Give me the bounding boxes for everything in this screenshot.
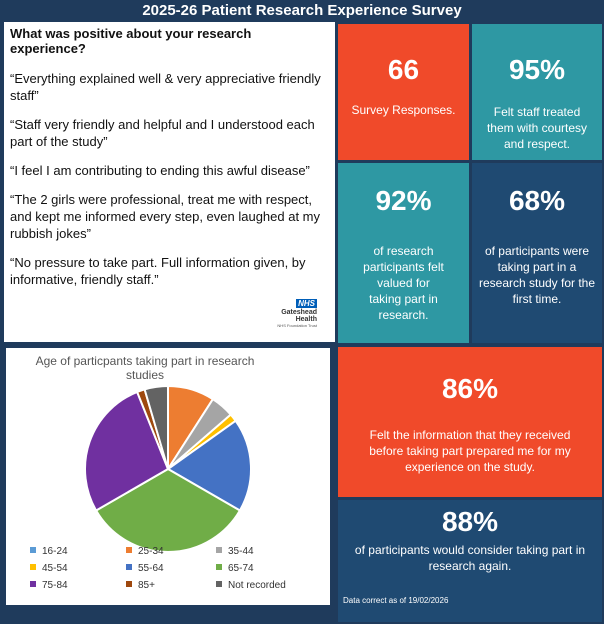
legend-swatch	[30, 547, 36, 553]
quote: “I feel I am contributing to ending this…	[10, 163, 310, 178]
pie-slice-55-64	[166, 419, 252, 512]
legend-item: 55-64	[126, 563, 164, 574]
stat-value: 95%	[508, 54, 566, 85]
pie-svg	[84, 384, 252, 553]
legend-item: 35-44	[216, 546, 254, 557]
legend-label: 65-74	[228, 563, 254, 574]
legend-item: 65-74	[216, 563, 254, 574]
legend-label: 25-34	[138, 546, 164, 557]
stat-first-time: 68% of participants were taking part in …	[472, 163, 602, 343]
legend-swatch	[216, 564, 222, 570]
legend-swatch	[216, 581, 222, 587]
quote: “The 2 girls were professional, treat me…	[10, 192, 321, 241]
stat-survey-responses: 66 Survey Responses.	[338, 24, 469, 160]
nhs-badge: NHS	[296, 299, 317, 308]
stat-text: Felt staff treated them with courtesy an…	[486, 105, 588, 151]
legend-label: 16-24	[42, 546, 68, 557]
stat-text: of research participants felt valued for…	[363, 244, 444, 322]
stat-felt-valued: 92% of research participants felt valued…	[338, 163, 469, 343]
quote: “No pressure to take part. Full informat…	[10, 255, 306, 287]
stat-courtesy: 95% Felt staff treated them with courtes…	[472, 24, 602, 160]
legend-swatch	[30, 564, 36, 570]
legend-item: Not recorded	[216, 580, 286, 591]
stat-text: Felt the information that they received …	[369, 428, 571, 474]
legend-label: 45-54	[42, 563, 68, 574]
legend-swatch	[216, 547, 222, 553]
legend-item: 25-34	[126, 546, 164, 557]
pie-slice-65-74	[94, 467, 242, 553]
stat-text: of participants would consider taking pa…	[354, 543, 586, 573]
trust-subtitle: NHS Foundation Trust	[277, 323, 317, 328]
legend-label: 35-44	[228, 546, 254, 557]
legend-label: Not recorded	[228, 580, 286, 591]
stat-value: 86%	[441, 373, 499, 404]
quote: “Staff very friendly and helpful and I u…	[10, 117, 315, 149]
quotes-panel: What was positive about your research ex…	[4, 22, 335, 342]
stat-value: 66	[387, 54, 420, 85]
chart-title: Age of particpants taking part in resear…	[35, 354, 255, 382]
legend-label: 75-84	[42, 580, 68, 591]
quotes-heading: What was positive about your research ex…	[10, 26, 252, 56]
legend-swatch	[126, 547, 132, 553]
quote: “Everything explained well & very apprec…	[10, 71, 321, 103]
stat-value: 88%	[441, 506, 499, 537]
legend-label: 85+	[138, 580, 155, 591]
data-date-note: Data correct as of 19/02/2026	[343, 596, 449, 605]
nhs-logo: NHS Gateshead Health NHS Foundation Trus…	[261, 299, 317, 328]
legend-label: 55-64	[138, 563, 164, 574]
stat-text: of participants were taking part in a re…	[478, 244, 596, 306]
stat-take-part-again: 88% of participants would consider takin…	[338, 500, 602, 622]
legend-swatch	[126, 581, 132, 587]
trust-name: Gateshead Health	[281, 309, 317, 323]
page-title: 2025-26 Patient Research Experience Surv…	[0, 0, 604, 22]
stat-information-prepared: 86% Felt the information that they recei…	[338, 347, 602, 497]
stat-value: 68%	[508, 185, 566, 216]
pie-slice-75-84	[84, 390, 170, 512]
legend-swatch	[126, 564, 132, 570]
legend-item: 45-54	[30, 563, 68, 574]
pie-slice-not-recorded	[143, 384, 169, 470]
legend-item: 85+	[126, 580, 155, 591]
stat-text: Survey Responses.	[351, 103, 456, 117]
stat-value: 92%	[375, 185, 432, 216]
age-pie-chart: Age of particpants taking part in resear…	[6, 348, 330, 605]
legend-item: 16-24	[30, 546, 68, 557]
legend-swatch	[30, 581, 36, 587]
legend-item: 75-84	[30, 580, 68, 591]
